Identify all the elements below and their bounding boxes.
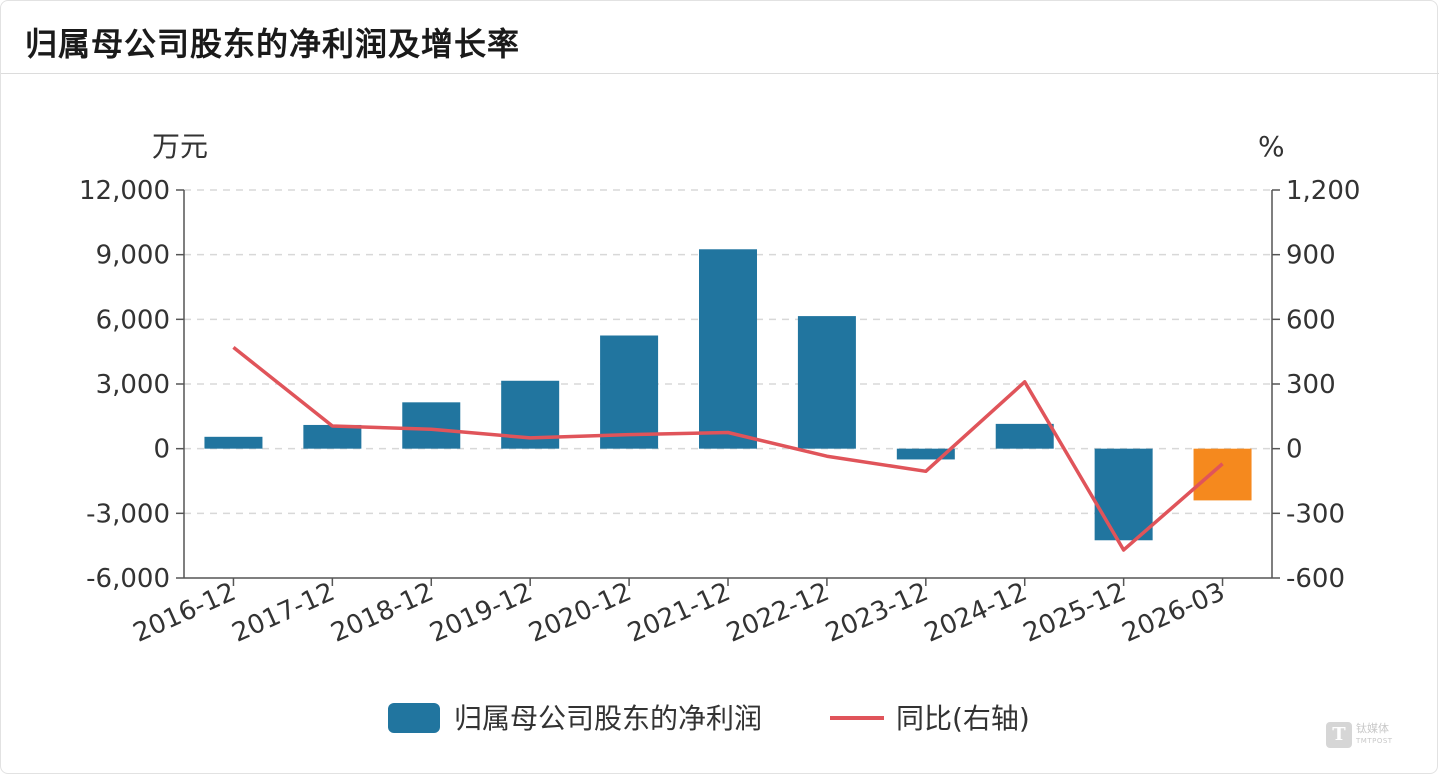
right-tick-label: -300 [1286,499,1345,529]
bar [204,436,263,449]
right-tick-label: -600 [1286,564,1345,594]
bar [699,249,757,449]
legend-label: 同比(右轴) [896,702,1030,735]
watermark-text: 钛媒体 [1356,722,1389,735]
x-tick-label: 2022-12 [722,577,833,649]
watermark-subtext: TMTPOST [1356,737,1393,745]
left-tick-label: -6,000 [86,564,170,594]
x-tick-label: 2024-12 [920,577,1031,649]
right-tick-label: 900 [1286,241,1336,271]
x-tick-label: 2019-12 [426,577,537,649]
x-tick-label: 2018-12 [327,577,438,649]
left-tick-label: 3,000 [96,370,170,400]
right-axis-unit: % [1258,130,1285,163]
bar [896,448,955,460]
right-tick-label: 300 [1286,370,1336,400]
logo-icon: T [1326,722,1352,748]
left-tick-label: 0 [153,435,170,465]
x-tick-label: 2023-12 [821,577,932,649]
left-tick-label: 6,000 [96,305,170,335]
x-tick-label: 2020-12 [524,577,635,649]
x-tick-label: 2026-03 [1118,577,1229,649]
bar [303,424,362,449]
bar [1094,448,1153,541]
right-tick-label: 600 [1286,305,1336,335]
bar [402,402,461,449]
right-tick-label: 1,200 [1286,176,1360,206]
left-tick-label: -3,000 [86,499,170,529]
x-tick-label: 2021-12 [623,577,734,649]
watermark-logo: T 钛媒体 TMTPOST [1326,722,1393,748]
legend-label: 归属母公司股东的净利润 [454,702,762,735]
left-tick-label: 9,000 [96,241,170,271]
card-header: 归属母公司股东的净利润及增长率 [1,1,1439,74]
bar [797,316,856,449]
x-tick-label: 2025-12 [1019,577,1130,649]
left-axis-unit: 万元 [152,130,208,163]
bar [995,423,1054,449]
bar [600,335,659,449]
chart-title: 归属母公司股东的净利润及增长率 [25,25,521,63]
x-tick-label: 2017-12 [228,577,339,649]
bar [1193,448,1252,501]
right-tick-label: 0 [1286,435,1303,465]
yoy-line [232,345,1224,552]
left-tick-label: 12,000 [79,176,170,206]
legend-swatch-bar [388,703,440,733]
